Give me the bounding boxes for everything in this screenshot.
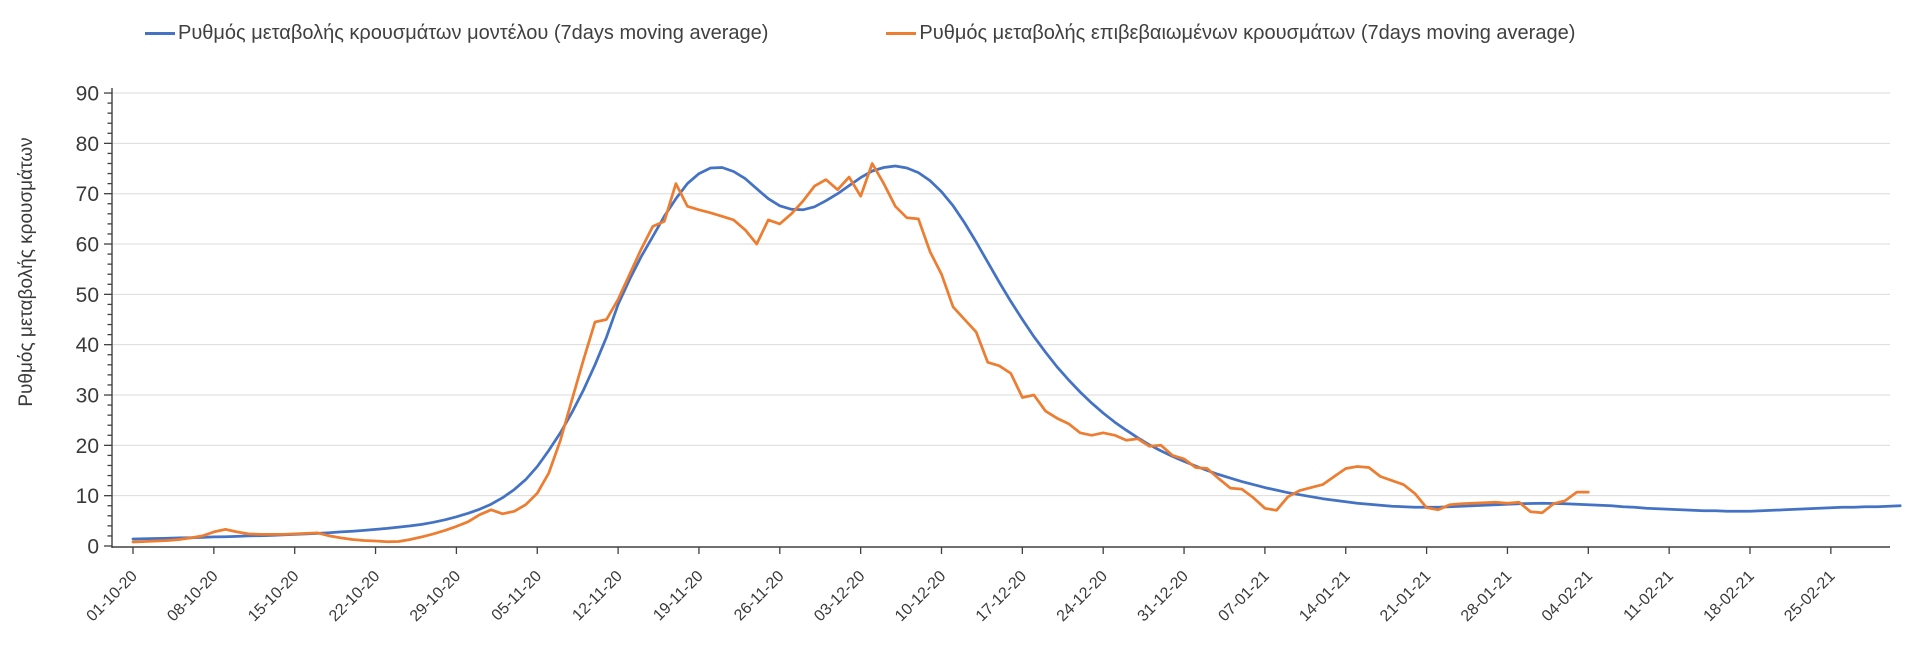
y-tick-label: 60 — [76, 234, 99, 257]
y-tick-label: 0 — [87, 536, 99, 559]
x-tick-label: 28-01-21 — [1458, 568, 1515, 625]
x-tick-label: 01-10-20 — [84, 568, 141, 625]
legend-label-model: Ρυθμός μεταβολής κρουσμάτων μοντέλου (7d… — [178, 22, 769, 44]
x-tick-label: 15-10-20 — [245, 568, 302, 625]
x-tick-label: 04-02-21 — [1539, 568, 1596, 625]
x-tick-label: 18-02-21 — [1701, 568, 1758, 625]
x-tick-label: 11-02-21 — [1621, 568, 1678, 625]
y-tick-label: 80 — [76, 133, 99, 156]
x-tick-label: 12-11-20 — [569, 568, 626, 625]
y-tick-label: 20 — [76, 435, 99, 458]
x-tick-label: 19-11-20 — [650, 568, 707, 625]
chart-legend: Ρυθμός μεταβολής κρουσμάτων μοντέλου (7d… — [145, 22, 1575, 45]
x-tick-label: 07-01-21 — [1215, 568, 1272, 625]
confirmed-line-swatch-icon — [886, 31, 917, 36]
legend-label-confirmed: Ρυθμός μεταβολής επιβεβαιωμένων κρουσμάτ… — [919, 22, 1576, 44]
x-tick-label: 24-12-20 — [1054, 568, 1111, 625]
y-tick-label: 40 — [76, 334, 99, 357]
x-tick-label: 21-01-21 — [1377, 568, 1434, 625]
x-tick-label: 25-02-21 — [1781, 568, 1838, 625]
x-tick-label: 29-10-20 — [407, 568, 464, 625]
x-tick-label: 08-10-20 — [164, 568, 221, 625]
series-line-confirmed — [131, 162, 1590, 544]
y-tick-label: 50 — [76, 284, 99, 307]
x-tick-label: 26-11-20 — [731, 568, 788, 625]
x-tick-label: 31-12-20 — [1135, 568, 1192, 625]
x-tick-label: 05-11-20 — [489, 568, 546, 625]
model-line-swatch-icon — [145, 31, 175, 36]
x-tick-label: 03-12-20 — [811, 568, 868, 625]
x-tick-label: 22-10-20 — [326, 568, 383, 625]
series-line-model — [131, 164, 1902, 541]
x-tick-label: 14-01-21 — [1296, 568, 1353, 625]
y-tick-label: 30 — [76, 385, 99, 408]
y-tick-label: 70 — [76, 183, 99, 206]
x-tick-label: 17-12-20 — [973, 568, 1030, 625]
x-tick-label: 10-12-20 — [892, 568, 949, 625]
legend-item-model: Ρυθμός μεταβολής κρουσμάτων μοντέλου (7d… — [145, 22, 768, 45]
y-tick-label: 10 — [76, 485, 99, 508]
y-tick-label: 90 — [76, 83, 99, 106]
legend-item-confirmed: Ρυθμός μεταβολής επιβεβαιωμένων κρουσμάτ… — [886, 22, 1575, 45]
